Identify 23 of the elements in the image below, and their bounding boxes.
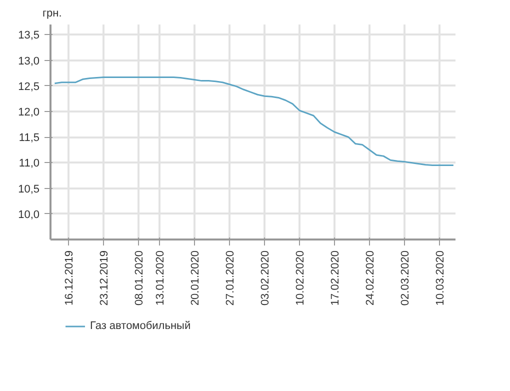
x-tick-label: 10.02.2020 [294,250,307,306]
y-axis-title: грн. [42,8,62,20]
x-tick-label: 13.01.2020 [154,250,167,306]
x-tick-label: 03.02.2020 [260,250,272,306]
y-tick-label: 11,5 [18,132,40,144]
x-tick-label: 10.03.2020 [434,250,446,306]
legend-label: Газ автомобильный [90,320,191,332]
y-tick-label: 10,0 [18,208,40,221]
x-tick-label: 23.12.2019 [98,250,111,306]
y-tick-label: 11,0 [18,158,40,170]
y-tick-label: 12,5 [18,80,40,93]
x-tick-label: 17.02.2020 [329,250,342,306]
y-tick-label: 13,5 [18,30,40,42]
y-tick-label: 13,0 [18,55,40,68]
x-tick-label: 27.01.2020 [224,250,237,306]
line-series [54,76,454,166]
x-tick-label: 24.02.2020 [364,250,376,306]
y-tick-label: 12,0 [18,106,40,119]
x-tick-label: 02.03.2020 [399,250,412,306]
y-tick-label: 10,5 [18,183,40,196]
x-tick-label: 20.01.2020 [190,250,202,306]
x-tick-label: 08.01.2020 [134,250,146,306]
x-tick-label: 16.12.2019 [64,250,76,306]
